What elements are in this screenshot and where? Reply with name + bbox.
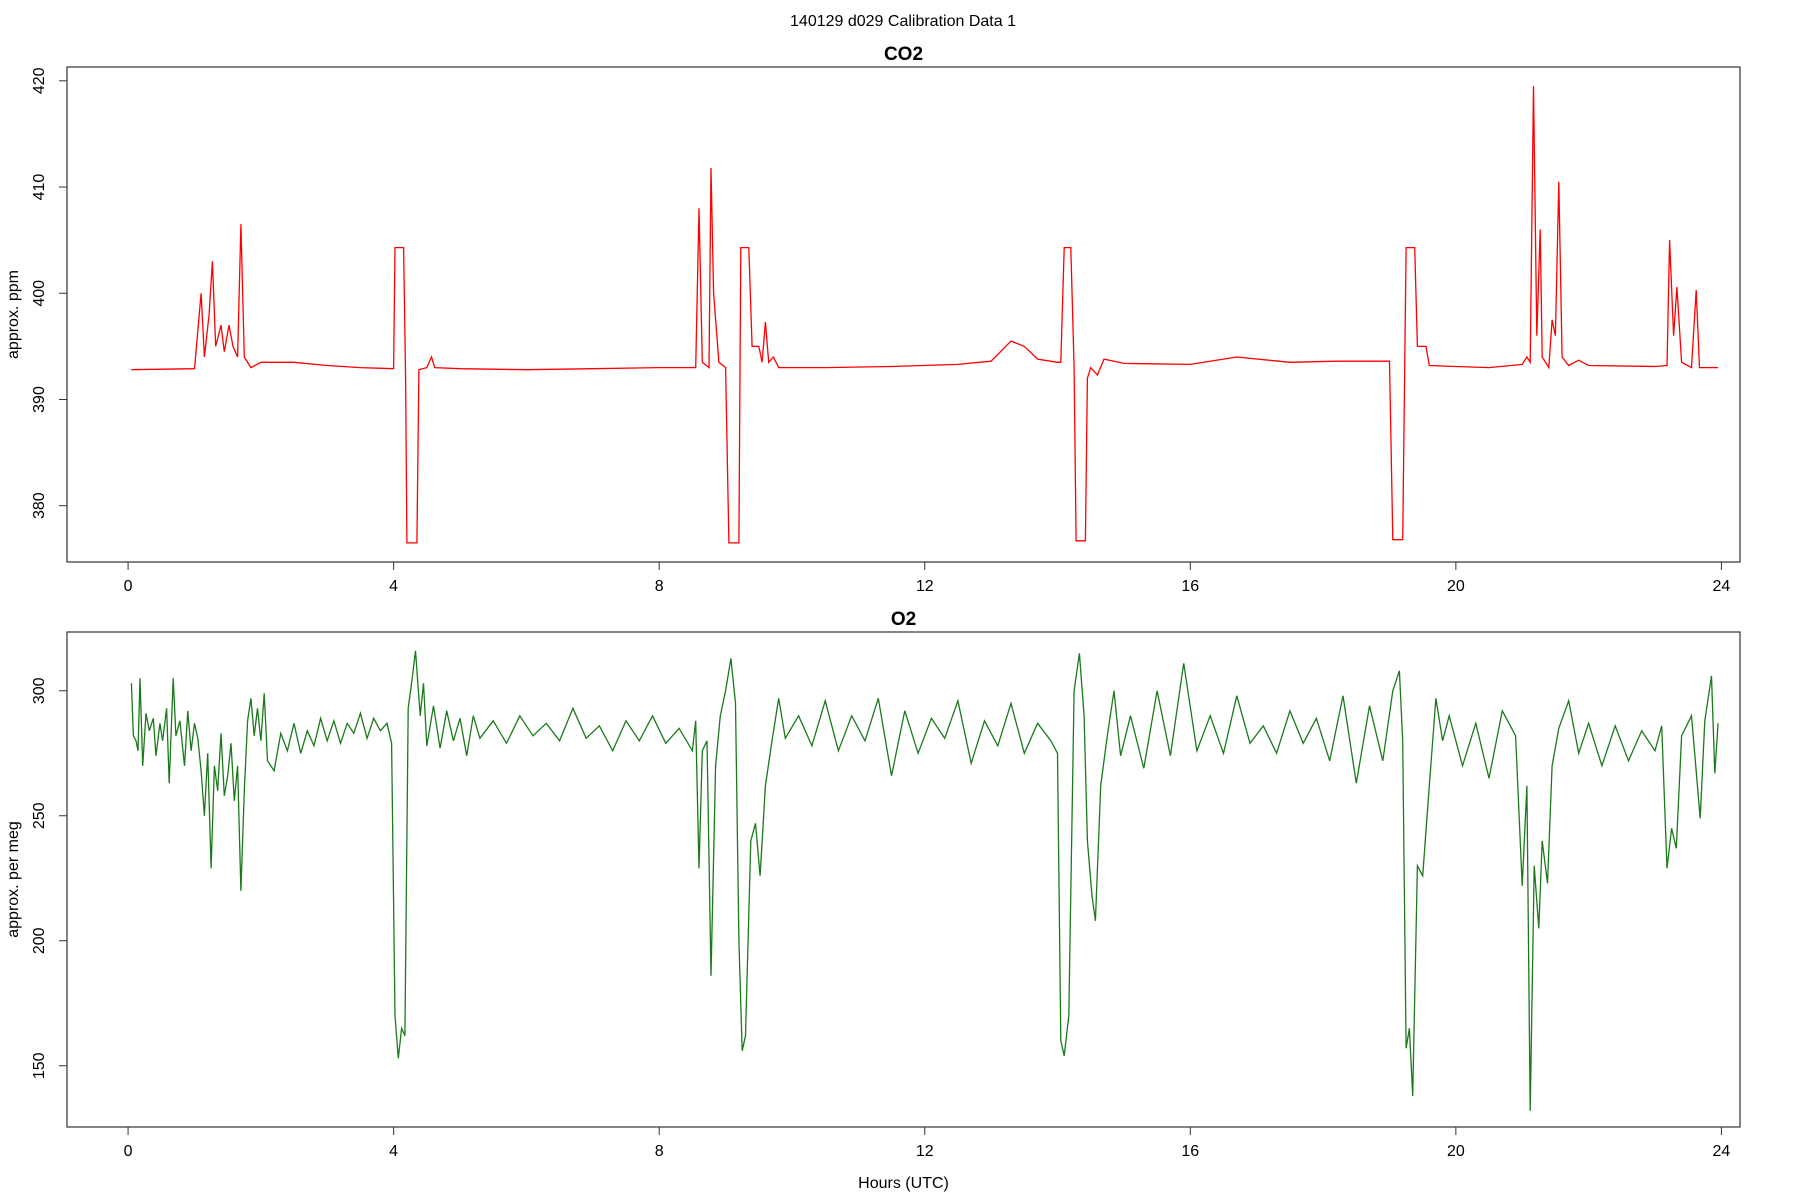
plot-frame — [66, 631, 1741, 1128]
y-tick-label: 390 — [31, 386, 48, 413]
figure-title: 140129 d029 Calibration Data 1 — [790, 13, 1016, 30]
x-axis-label: Hours (UTC) — [858, 1175, 949, 1192]
x-tick-label: 0 — [124, 1143, 133, 1160]
x-tick-label: 4 — [389, 1143, 398, 1160]
x-tick-label: 24 — [1713, 1143, 1731, 1160]
y-tick-label: 150 — [31, 1052, 48, 1079]
y-tick-label: 420 — [31, 67, 48, 94]
data-line — [130, 650, 1719, 1111]
panel-title: CO2 — [884, 44, 923, 65]
y-tick-label: 250 — [31, 802, 48, 829]
x-tick-label: 12 — [916, 578, 934, 595]
panel-title: O2 — [891, 609, 916, 630]
x-tick-label: 8 — [655, 578, 664, 595]
x-tick-label: 16 — [1181, 1143, 1199, 1160]
y-axis-label: approx. ppm — [5, 270, 22, 359]
y-tick-label: 200 — [31, 927, 48, 954]
y-tick-label: 380 — [31, 492, 48, 519]
x-tick-label: 24 — [1713, 578, 1731, 595]
y-tick-label: 300 — [31, 677, 48, 704]
plot-frame — [66, 66, 1741, 563]
x-tick-label: 20 — [1447, 578, 1465, 595]
x-tick-label: 20 — [1447, 1143, 1465, 1160]
y-tick-label: 410 — [31, 174, 48, 201]
x-tick-label: 4 — [389, 578, 398, 595]
x-tick-label: 0 — [124, 578, 133, 595]
x-tick-label: 16 — [1181, 578, 1199, 595]
data-line — [131, 86, 1719, 544]
x-tick-label: 8 — [655, 1143, 664, 1160]
x-tick-label: 12 — [916, 1143, 934, 1160]
y-axis-label: approx. per meg — [5, 821, 22, 938]
y-tick-label: 400 — [31, 280, 48, 307]
